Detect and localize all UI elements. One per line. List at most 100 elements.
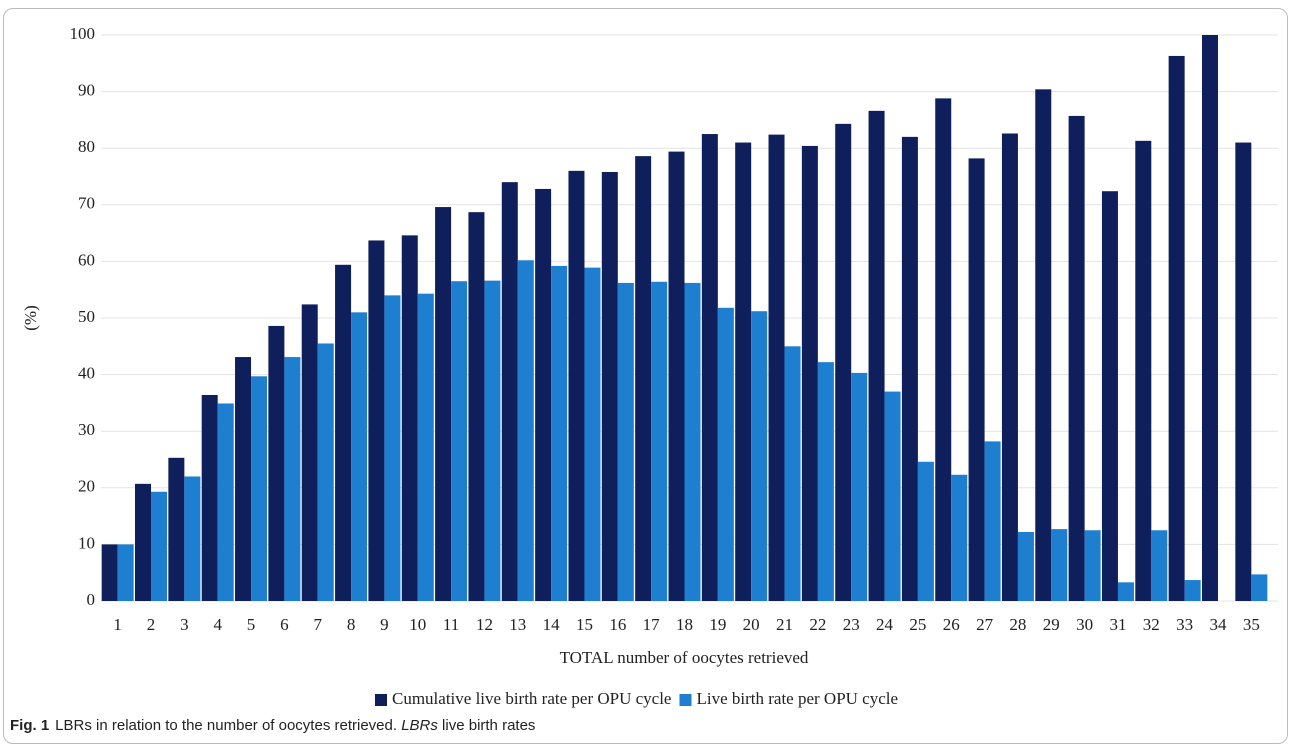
x-tick-label: 5 [247, 615, 256, 634]
x-tick-label: 18 [676, 615, 693, 634]
x-axis-title: TOTAL number of oocytes retrieved [560, 648, 809, 667]
x-tick-label: 25 [909, 615, 926, 634]
bar [951, 474, 968, 601]
x-tick-label: 28 [1009, 615, 1026, 634]
y-tick-label: 90 [78, 81, 95, 100]
y-tick-label: 100 [70, 24, 96, 43]
y-tick-label: 50 [78, 307, 95, 326]
bar [968, 158, 985, 601]
bar [317, 343, 334, 601]
bar [417, 293, 434, 601]
bar [535, 188, 552, 601]
bar [751, 311, 768, 601]
bar [935, 98, 952, 601]
chart: (%) TOTAL number of oocytes retrieved 01… [21, 24, 1278, 708]
bar [101, 544, 118, 601]
bar [151, 491, 168, 601]
x-tick-label: 9 [380, 615, 389, 634]
y-tick-label: 40 [78, 364, 95, 383]
caption: Fig. 1 LBRs in relation to the number of … [10, 717, 535, 734]
x-tick-label: 15 [576, 615, 593, 634]
caption-abbr: LBRs [401, 717, 438, 734]
bar [451, 281, 468, 601]
x-tick-label: 4 [213, 615, 222, 634]
bar [1051, 529, 1068, 601]
bar [735, 142, 752, 602]
y-tick-label: 0 [87, 590, 96, 609]
bar [368, 240, 385, 601]
bar [168, 457, 185, 601]
figure-frame [3, 8, 1288, 744]
bar [584, 267, 601, 601]
y-tick-label: 60 [78, 250, 95, 269]
bar [635, 156, 652, 601]
x-tick-label: 19 [709, 615, 726, 634]
x-tick-label: 1 [113, 615, 122, 634]
bar [384, 295, 401, 601]
bar [668, 151, 685, 601]
bar [1001, 133, 1018, 601]
bar [268, 325, 285, 601]
y-tick-label: 70 [78, 194, 95, 213]
bar [301, 304, 318, 601]
bar [401, 235, 418, 601]
x-tick-label: 8 [347, 615, 356, 634]
bar [1035, 89, 1052, 601]
bar [468, 212, 485, 601]
bar [351, 312, 368, 601]
caption-text: LBRs in relation to the number of oocyte… [55, 717, 398, 734]
bar [551, 265, 568, 601]
y-tick-label: 10 [78, 533, 95, 552]
x-tick-label: 7 [313, 615, 322, 634]
bar [1135, 140, 1152, 602]
bar [1084, 530, 1101, 601]
x-tick-label: 21 [776, 615, 793, 634]
x-tick-label: 33 [1176, 615, 1193, 634]
bar [517, 260, 534, 601]
bar [884, 391, 901, 601]
x-tick-label: 32 [1143, 615, 1160, 634]
bar [1201, 35, 1218, 601]
x-tick-label: 6 [280, 615, 289, 634]
bar [917, 461, 934, 601]
x-tick-label: 26 [943, 615, 960, 634]
bar [835, 123, 852, 601]
bar [617, 282, 634, 601]
bar [1068, 115, 1085, 602]
legend-label: Cumulative live birth rate per OPU cycle [392, 689, 671, 708]
bar [1017, 531, 1034, 601]
bar [1117, 582, 1134, 601]
bar [901, 136, 918, 601]
y-tick-label: 30 [78, 420, 95, 439]
bar [201, 394, 218, 601]
bar [335, 264, 352, 601]
bar [235, 357, 252, 601]
bar [1184, 580, 1201, 601]
x-tick-label: 35 [1243, 615, 1260, 634]
x-tick-label: 2 [147, 615, 156, 634]
bar [135, 483, 152, 601]
bar [601, 171, 618, 602]
bar [801, 145, 818, 601]
x-tick-label: 14 [543, 615, 561, 634]
x-tick-label: 16 [609, 615, 626, 634]
legend-swatch [679, 694, 692, 706]
bar [717, 307, 734, 601]
bar [817, 362, 834, 601]
x-tick-label: 31 [1109, 615, 1126, 634]
x-tick-label: 13 [509, 615, 526, 634]
bar [568, 170, 585, 601]
bar [868, 110, 885, 602]
x-tick-label: 20 [743, 615, 760, 634]
caption-abbr-text: live birth rates [442, 717, 536, 734]
x-tick-label: 29 [1043, 615, 1060, 634]
bar [1101, 191, 1118, 601]
bar [1251, 574, 1268, 601]
x-tick-label: 10 [409, 615, 426, 634]
x-tick-label: 23 [843, 615, 860, 634]
x-tick-label: 30 [1076, 615, 1093, 634]
bar [435, 207, 452, 601]
bar [117, 544, 134, 601]
legend-label: Live birth rate per OPU cycle [696, 689, 898, 708]
bar [217, 403, 234, 601]
